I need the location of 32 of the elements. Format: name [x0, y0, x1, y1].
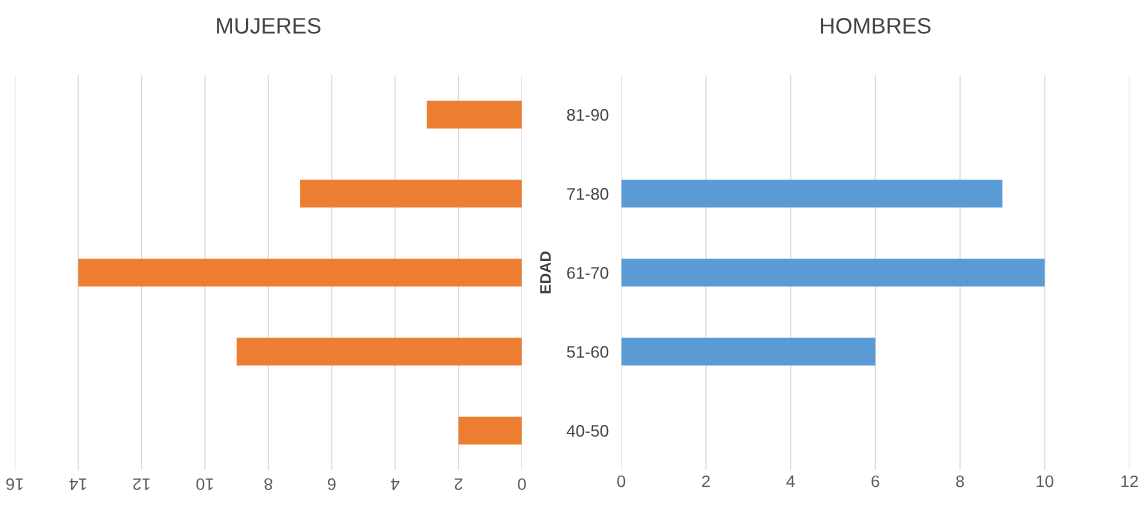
x-tick-label: 4 [390, 478, 400, 490]
chart-title: HOMBRES [820, 17, 931, 34]
bar [458, 416, 522, 445]
x-tick-label: 8 [264, 478, 273, 491]
x-tick-label: 0 [617, 475, 626, 488]
x-tick-label: 4 [786, 475, 795, 488]
x-tick-label: 2 [702, 475, 710, 488]
x-tick-label: 6 [871, 475, 880, 488]
y-tick-label: 61-70 [567, 267, 609, 279]
bar [621, 179, 1003, 208]
x-tick-label: 10 [196, 478, 213, 491]
y-tick-label: 40-50 [566, 425, 609, 437]
chart-title: MUJERES [217, 17, 321, 34]
x-tick-label: 6 [327, 478, 336, 491]
y-tick-label: 71-80 [567, 188, 609, 200]
bar [426, 100, 522, 129]
x-tick-label: 0 [517, 478, 526, 491]
x-tick-label: 12 [1121, 475, 1138, 488]
y-tick-label: 81-90 [567, 109, 609, 121]
bar [236, 337, 522, 366]
x-tick-label: 12 [133, 478, 150, 491]
bar [78, 258, 522, 287]
x-tick-label: 10 [1036, 475, 1054, 488]
bar [621, 258, 1045, 287]
bar [300, 179, 522, 208]
bar [621, 337, 876, 366]
y-axis-title: EDAD [540, 251, 551, 294]
y-tick-label: 51-60 [567, 346, 609, 358]
x-tick-label: 16 [6, 478, 23, 491]
x-tick-label: 2 [454, 478, 463, 491]
x-tick-label: 14 [69, 478, 87, 490]
x-tick-label: 8 [956, 475, 964, 488]
